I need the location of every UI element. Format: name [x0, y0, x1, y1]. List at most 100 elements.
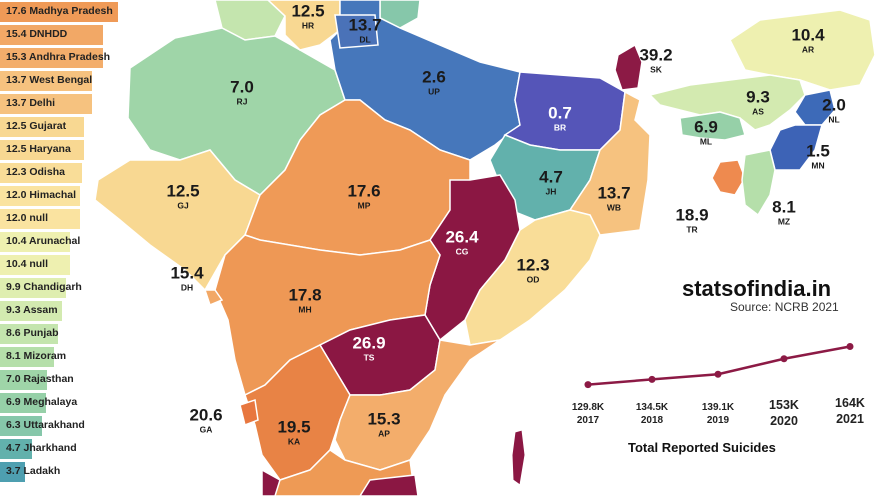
- region-code: JH: [545, 186, 557, 197]
- region-code: CG: [455, 246, 469, 257]
- legend-bar: [0, 439, 32, 459]
- legend-bar: [0, 416, 43, 436]
- legend-label: 7.0 Rajasthan: [6, 373, 74, 385]
- legend-bar: [0, 232, 70, 252]
- legend-item: 15.4 DNHDD: [0, 25, 120, 45]
- legend-bar: [0, 94, 92, 114]
- region-code: AS: [752, 106, 764, 117]
- legend-item: 8.6 Punjab: [0, 324, 120, 344]
- region-value: 12.5: [291, 1, 325, 21]
- legend-label: 9.3 Assam: [6, 304, 58, 316]
- region-andaman: [511, 429, 526, 486]
- region-value: 26.4: [445, 227, 479, 247]
- trend-value: 129.8K: [571, 402, 605, 413]
- legend-bar: [0, 278, 67, 298]
- region-code: SK: [650, 64, 662, 75]
- trend-value: 153K: [769, 398, 799, 412]
- region-value: 18.9: [675, 205, 709, 225]
- region-label-jh: 4.7 JH: [539, 168, 563, 196]
- trend-value: 164K: [835, 396, 865, 410]
- region-dl: [334, 14, 379, 49]
- legend-label: 8.1 Mizoram: [6, 350, 67, 362]
- region-value: 6.9: [694, 117, 718, 137]
- region-ap: [334, 339, 501, 471]
- region-value: 8.1: [772, 197, 796, 217]
- trend-label: 134.5K 2018: [636, 402, 668, 427]
- region-value: 12.5: [166, 181, 200, 201]
- region-value: 2.6: [422, 67, 446, 87]
- region-label-rj: 7.0 RJ: [230, 78, 254, 106]
- region-code: ML: [699, 136, 713, 147]
- legend-label: 12.5 Gujarat: [6, 120, 67, 132]
- region-label-dh: 15.4 DH: [170, 264, 203, 292]
- region-label-ga: 20.6 GA: [189, 406, 222, 434]
- legend: 17.6 Madhya Pradesh 15.4 DNHDD 15.3 Andhra…: [0, 0, 120, 496]
- region-code: DH: [180, 282, 194, 293]
- region-label-as: 9.3 AS: [746, 88, 770, 116]
- region-code: TS: [363, 352, 375, 363]
- legend-item: 10.4 Arunachal: [0, 232, 120, 252]
- legend-item: 3.7 Ladakh: [0, 462, 120, 482]
- region-od: [464, 209, 601, 346]
- region-code: BR: [553, 122, 567, 133]
- region-value: 13.7: [348, 15, 382, 35]
- region-mz: [741, 149, 776, 217]
- region-code: KA: [287, 436, 301, 447]
- trend-label: 153K 2020: [769, 398, 799, 429]
- region-value: 0.7: [548, 103, 572, 123]
- region-code: OD: [526, 274, 540, 285]
- legend-bar: [0, 324, 58, 344]
- region-label-od: 12.3 OD: [516, 256, 549, 284]
- trend-value: 134.5K: [635, 402, 669, 413]
- region-code: TR: [686, 224, 698, 235]
- legend-item: 6.9 Meghalaya: [0, 393, 120, 413]
- legend-bar: [0, 2, 118, 22]
- legend-item: 12.3 Odisha: [0, 163, 120, 183]
- region-value: 10.4: [791, 25, 825, 45]
- region-kl: [261, 468, 281, 496]
- trend-year: 2021: [836, 411, 864, 426]
- region-code: MP: [357, 200, 371, 211]
- region-code: MZ: [777, 216, 791, 227]
- region-code: MN: [811, 160, 825, 171]
- legend-item: 12.0 Himachal: [0, 186, 120, 206]
- region-puducherry: [359, 474, 419, 496]
- region-value: 13.7: [597, 183, 631, 203]
- region-code: UP: [428, 86, 440, 97]
- region-code: GJ: [177, 200, 189, 211]
- region-value: 7.0: [230, 77, 254, 97]
- region-code: MH: [298, 304, 312, 315]
- region-code: RJ: [236, 96, 248, 107]
- region-code: WB: [606, 202, 622, 213]
- legend-item: 13.7 Delhi: [0, 94, 120, 114]
- legend-item: 13.7 West Bengal: [0, 71, 120, 91]
- legend-item: 12.5 Haryana: [0, 140, 120, 160]
- region-value: 4.7: [539, 167, 563, 187]
- legend-bar: [0, 393, 47, 413]
- legend-item: 17.6 Madhya Pradesh: [0, 2, 120, 22]
- region-label-sk: 39.2 SK: [639, 46, 672, 74]
- legend-item: 9.3 Assam: [0, 301, 120, 321]
- legend-label: 8.6 Punjab: [6, 327, 59, 339]
- region-label-mz: 8.1 MZ: [772, 198, 796, 226]
- source-text: Source: NCRB 2021: [730, 300, 839, 314]
- region-sk: [614, 43, 643, 91]
- legend-bar: [0, 462, 25, 482]
- region-label-nl: 2.0 NL: [822, 96, 846, 124]
- legend-bar: [0, 347, 55, 367]
- region-label-br: 0.7 BR: [548, 104, 572, 132]
- region-label-dl: 13.7 DL: [348, 16, 381, 44]
- region-ar: [729, 9, 876, 91]
- region-mn: [769, 124, 823, 171]
- legend-bar: [0, 25, 104, 45]
- trend-label: 129.8K 2017: [572, 402, 604, 427]
- region-value: 2.0: [822, 95, 846, 115]
- legend-item: 12.5 Gujarat: [0, 117, 120, 137]
- legend-item: 9.9 Chandigarh: [0, 278, 120, 298]
- legend-bar: [0, 117, 84, 137]
- trend-label: 164K 2021: [835, 396, 865, 427]
- region-label-ml: 6.9 ML: [694, 118, 718, 146]
- region-value: 17.6: [347, 181, 381, 201]
- region-code: AR: [801, 44, 815, 55]
